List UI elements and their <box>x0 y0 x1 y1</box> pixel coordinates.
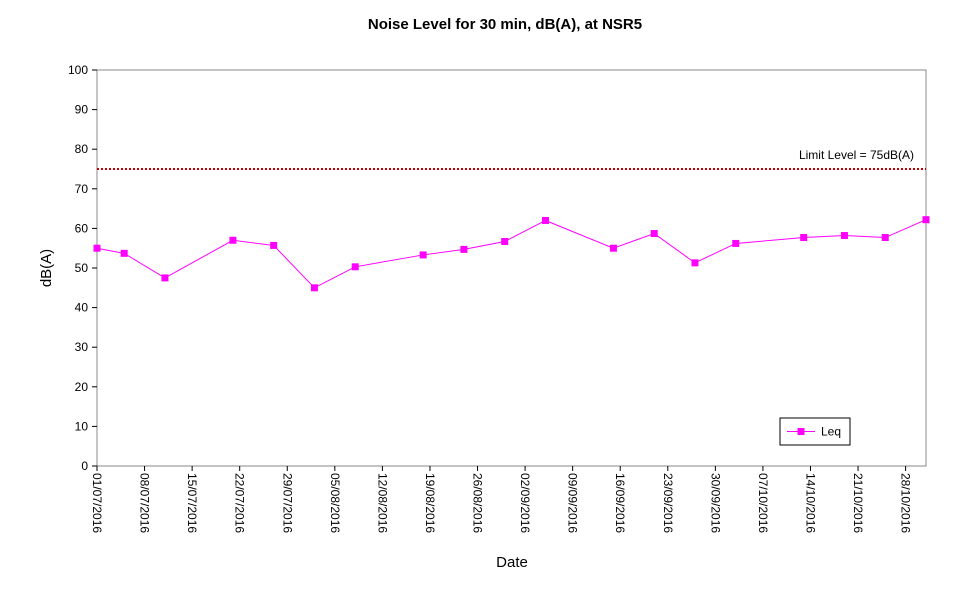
y-tick-label: 100 <box>68 63 88 77</box>
x-tick-label: 21/10/2016 <box>851 473 865 533</box>
x-tick-label: 01/07/2016 <box>90 473 104 533</box>
data-point <box>840 232 848 240</box>
data-point <box>120 249 128 257</box>
data-point <box>93 244 101 252</box>
data-point <box>161 274 169 282</box>
x-tick-label: 02/09/2016 <box>518 473 532 533</box>
y-tick-label: 80 <box>75 142 89 156</box>
x-tick-label: 07/10/2016 <box>756 473 770 533</box>
y-tick-label: 10 <box>75 419 89 433</box>
x-tick-label: 09/09/2016 <box>566 473 580 533</box>
y-tick-label: 60 <box>75 221 89 235</box>
x-tick-label: 28/10/2016 <box>899 473 913 533</box>
y-tick-label: 0 <box>81 459 88 473</box>
y-tick-label: 90 <box>75 103 89 117</box>
y-tick-label: 20 <box>75 380 89 394</box>
x-tick-label: 14/10/2016 <box>803 473 817 533</box>
data-point <box>881 234 889 242</box>
data-point <box>691 259 699 267</box>
x-tick-label: 19/08/2016 <box>423 473 437 533</box>
y-tick-label: 70 <box>75 182 89 196</box>
x-axis-label: Date <box>496 554 528 571</box>
x-tick-label: 26/08/2016 <box>471 473 485 533</box>
x-tick-label: 05/08/2016 <box>328 473 342 533</box>
data-point <box>732 239 740 247</box>
legend-marker <box>797 428 805 435</box>
x-tick-label: 30/09/2016 <box>708 473 722 533</box>
x-tick-label: 15/07/2016 <box>185 473 199 533</box>
y-axis-label: dB(A) <box>38 249 55 287</box>
data-point <box>501 237 509 245</box>
series-line <box>96 219 927 289</box>
y-tick-label: 30 <box>75 340 89 354</box>
data-point <box>650 230 658 238</box>
data-point <box>351 263 359 271</box>
data-point <box>270 241 278 249</box>
x-tick-label: 12/08/2016 <box>375 473 389 533</box>
plot-frame <box>96 69 927 467</box>
data-point <box>310 284 318 292</box>
data-point <box>419 251 427 259</box>
data-point <box>460 245 468 253</box>
legend-label: Leq <box>821 425 841 439</box>
data-point <box>800 234 808 242</box>
limit-label: Limit Level = 75dB(A) <box>799 148 914 162</box>
x-tick-label: 29/07/2016 <box>280 473 294 533</box>
x-tick-label: 23/09/2016 <box>661 473 675 533</box>
data-point <box>229 236 237 244</box>
x-tick-label: 08/07/2016 <box>138 473 152 533</box>
x-tick-label: 22/07/2016 <box>233 473 247 533</box>
data-point <box>541 216 549 224</box>
data-point <box>922 216 930 224</box>
chart-title: Noise Level for 30 min, dB(A), at NSR5 <box>368 16 642 33</box>
y-tick-label: 50 <box>75 261 89 275</box>
data-point <box>609 244 617 252</box>
x-tick-label: 16/09/2016 <box>613 473 627 533</box>
y-tick-label: 40 <box>75 301 89 315</box>
